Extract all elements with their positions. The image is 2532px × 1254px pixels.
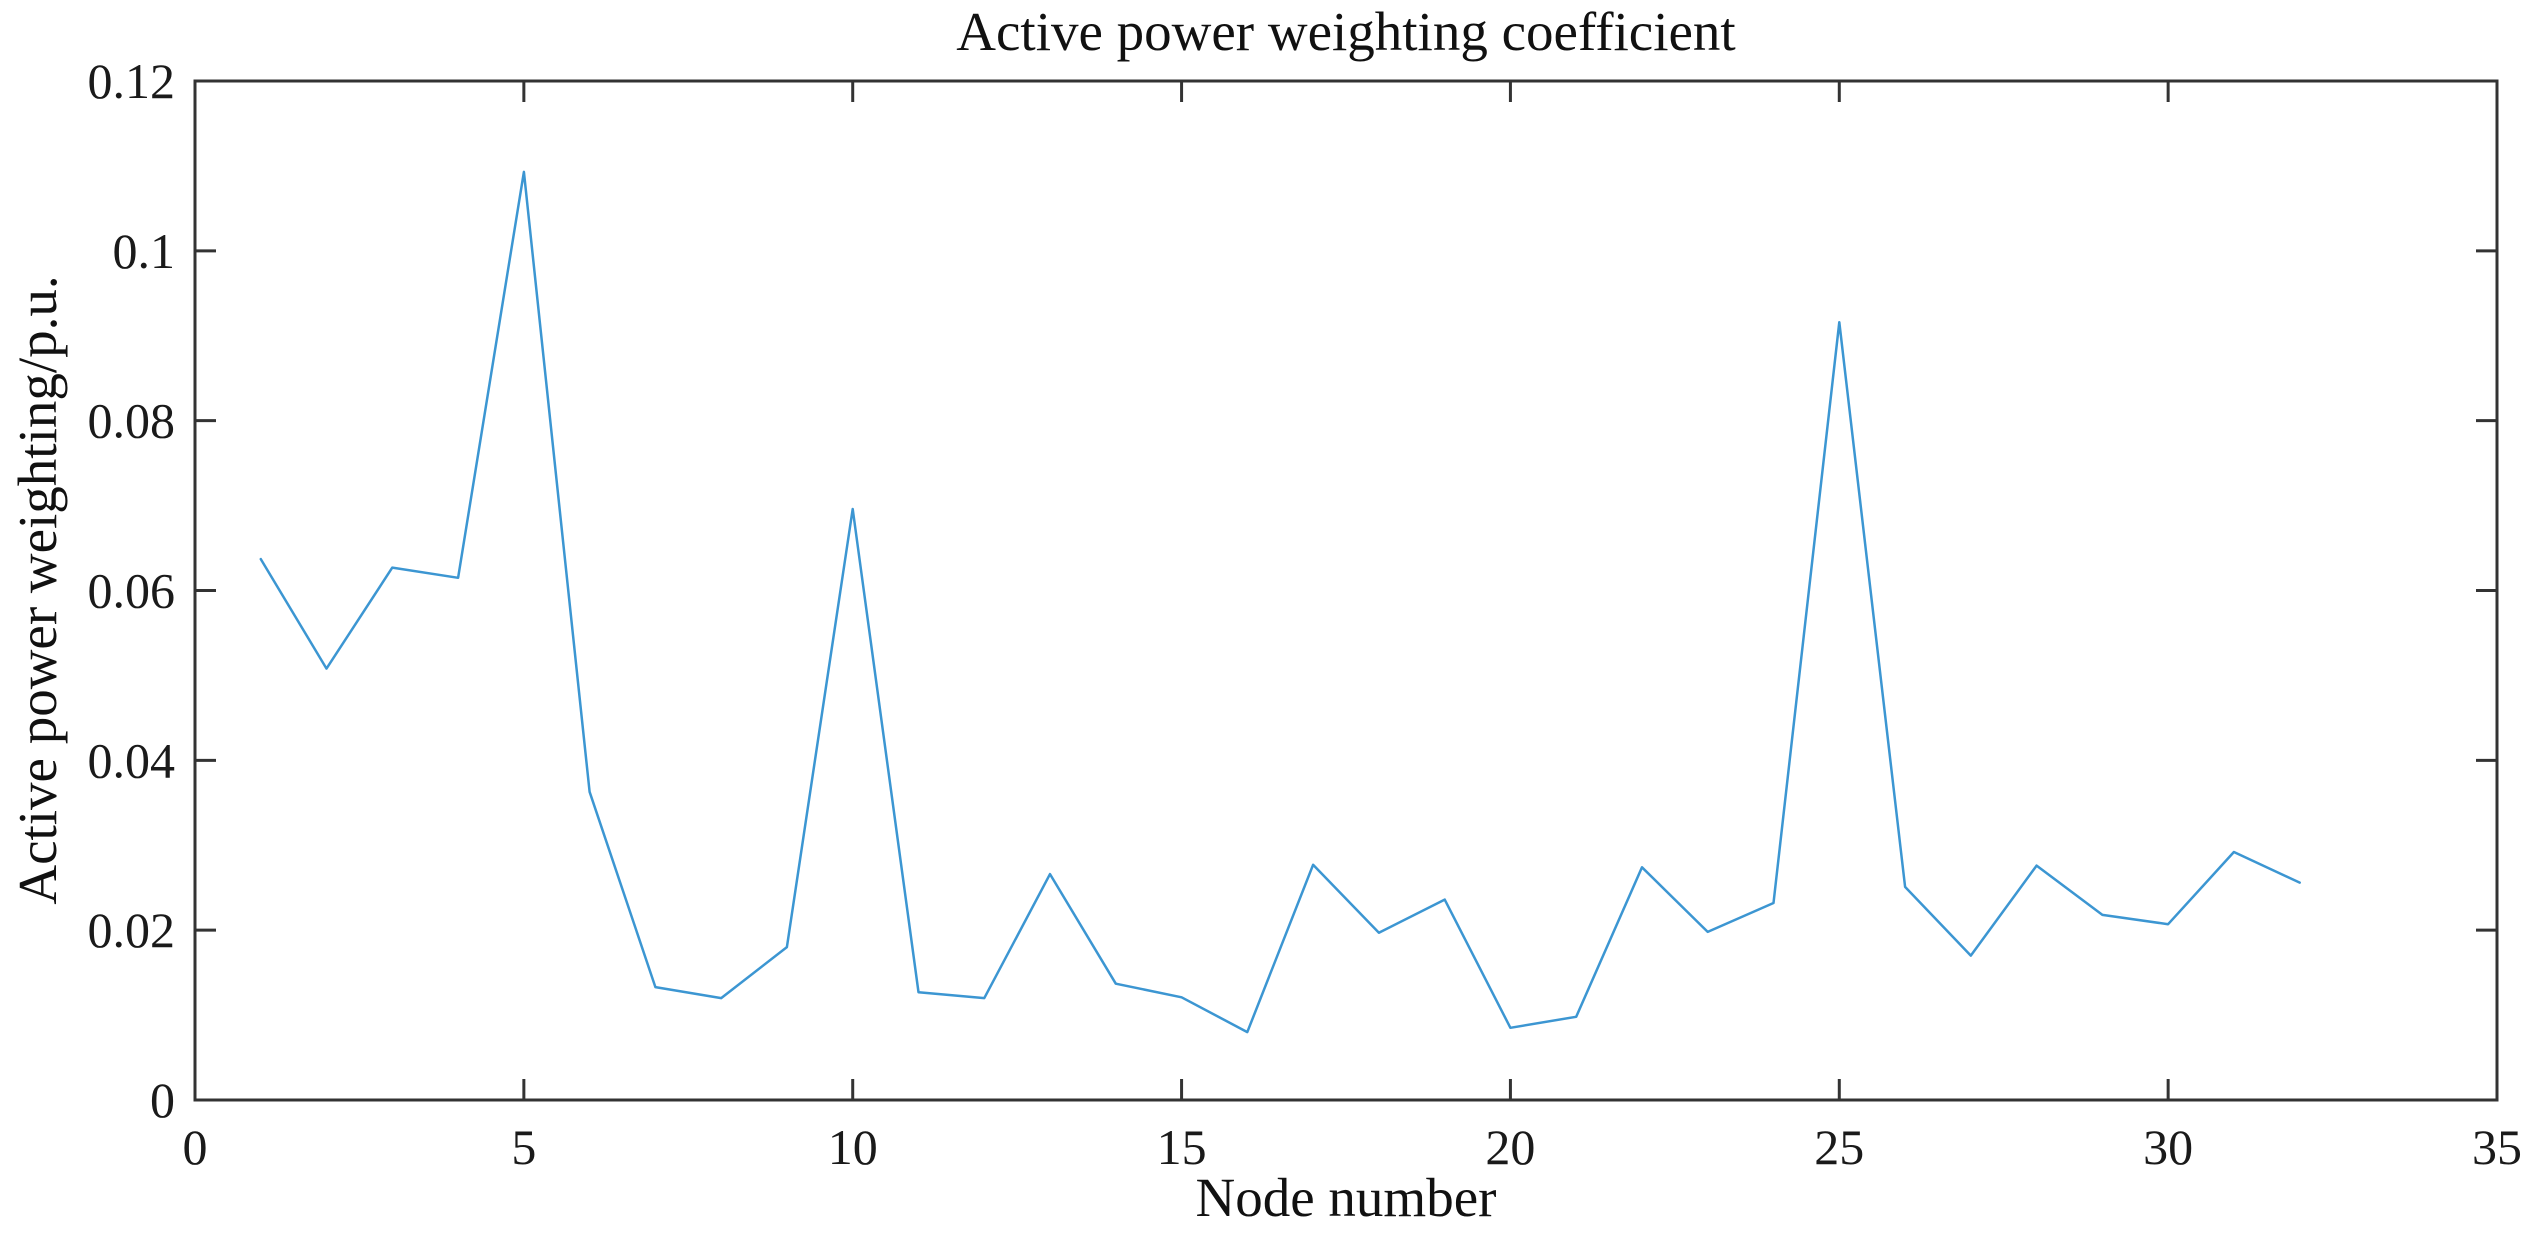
x-tick-label: 20 (1485, 1119, 1535, 1175)
x-tick-label: 5 (511, 1119, 536, 1175)
x-tick-label: 35 (2472, 1119, 2522, 1175)
axis-box (193, 79, 2499, 1102)
y-tick-label: 0.1 (113, 223, 176, 279)
y-tick-label: 0 (150, 1072, 175, 1128)
data-line (259, 170, 2301, 1034)
y-tick-label: 0.08 (88, 393, 176, 449)
y-tick-label: 0.04 (88, 732, 176, 788)
x-tick-label: 30 (2143, 1119, 2193, 1175)
x-axis-label: Node number (1195, 1167, 1497, 1228)
x-tick-label: 15 (1157, 1119, 1207, 1175)
x-tick-label: 10 (828, 1119, 878, 1175)
y-tick-label: 0.12 (88, 53, 176, 109)
x-tick-label: 25 (1814, 1119, 1864, 1175)
y-tick-label: 0.06 (88, 563, 176, 619)
y-axis-label: Active power weighting/p.u. (6, 275, 68, 905)
chart-title: Active power weighting coefficient (956, 1, 1736, 62)
x-tick-label: 0 (183, 1119, 208, 1175)
y-tick-label: 0.02 (88, 902, 176, 958)
